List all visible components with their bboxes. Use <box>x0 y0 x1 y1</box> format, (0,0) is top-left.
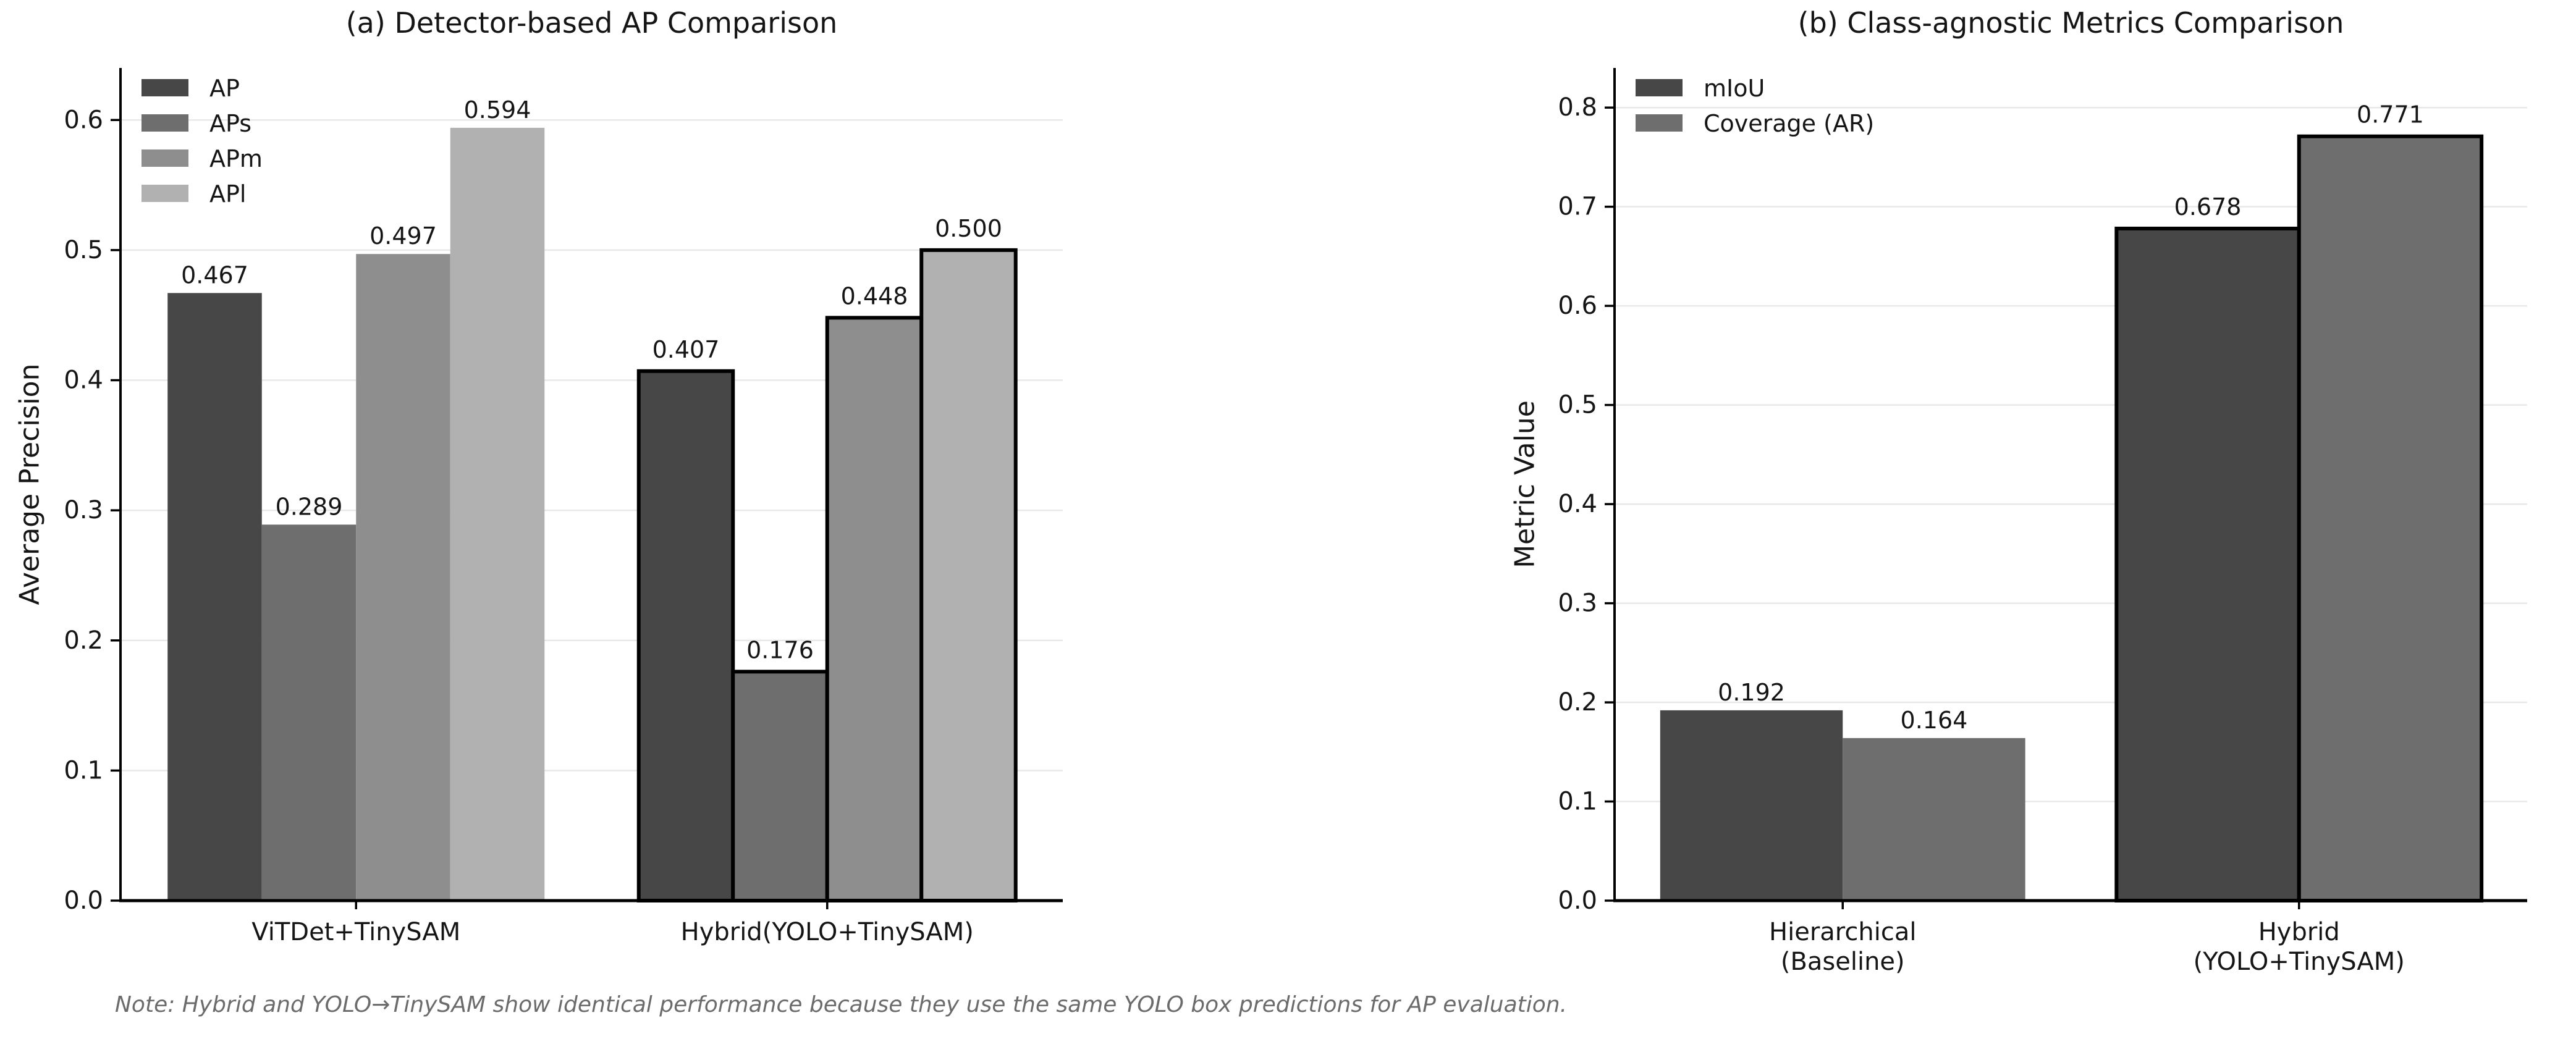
y-tick-label: 0.0 <box>64 886 103 915</box>
legend-label: APl <box>209 180 246 208</box>
bar-value-label: 0.467 <box>181 261 248 288</box>
x-tick-label: Hybrid(YOLO+TinySAM) <box>681 918 974 946</box>
bar-AP <box>167 293 262 901</box>
legend-label: APm <box>209 145 263 172</box>
bar-value-label: 0.500 <box>935 215 1002 242</box>
chart-b-group: 0.192 0.164 0.678 0.771 0.0 0.1 0.2 0.3 0.4 0.5 0.… <box>1558 68 2527 976</box>
bar-APl <box>919 248 1018 902</box>
legend-swatch-APm <box>141 149 188 167</box>
bar-value-label: 0.448 <box>841 282 908 309</box>
y-tick-label: 0.3 <box>1558 589 1597 618</box>
bar-value-label: 0.192 <box>1718 679 1785 706</box>
legend-swatch-Coverage (AR) <box>1636 114 1683 132</box>
y-tick-label: 0.1 <box>64 756 103 785</box>
bar-value-label: 0.771 <box>2357 101 2424 128</box>
bar-value-label: 0.176 <box>746 636 814 663</box>
y-tick-label: 0.6 <box>64 106 103 134</box>
x-tick-label: (Baseline) <box>1781 948 1905 976</box>
y-tick-label: 0.2 <box>64 626 103 655</box>
legend-swatch-AP <box>141 79 188 96</box>
x-tick-label: Hybrid <box>2258 918 2340 946</box>
y-tick-label: 0.8 <box>1558 93 1597 122</box>
y-tick-label: 0.6 <box>1558 292 1597 320</box>
chart-a-title: (a) Detector-based AP Comparison <box>345 6 838 40</box>
bar-mIoU <box>1660 710 1843 901</box>
legend-swatch-APs <box>141 114 188 132</box>
y-tick-label: 0.3 <box>64 496 103 524</box>
bar-value-label: 0.594 <box>464 96 531 124</box>
legend-swatch-mIoU <box>1636 79 1683 96</box>
y-tick-label: 0.5 <box>1558 391 1597 419</box>
x-tick-label: ViTDet+TinySAM <box>251 918 460 946</box>
bar-value-label: 0.407 <box>652 336 720 363</box>
y-tick-label: 0.7 <box>1558 193 1597 221</box>
bar-APl <box>450 127 545 901</box>
bar-value-label: 0.497 <box>370 222 437 250</box>
y-tick-label: 0.2 <box>1558 688 1597 717</box>
bar-Coverage (AR) <box>2297 134 2484 903</box>
legend-label: Coverage (AR) <box>1704 110 1874 137</box>
bar-APs <box>261 524 357 901</box>
bar-value-label: 0.164 <box>1901 707 1968 734</box>
legend-label: mIoU <box>1704 75 1765 102</box>
y-tick-label: 0.1 <box>1558 788 1597 816</box>
bar-mIoU <box>2114 226 2301 902</box>
bar-value-label: 0.678 <box>2174 193 2242 221</box>
bar-APm <box>356 254 450 901</box>
y-tick-label: 0.5 <box>64 236 103 264</box>
y-tick-label: 0.4 <box>1558 490 1597 518</box>
legend-label: AP <box>209 75 240 102</box>
bar-value-label: 0.289 <box>276 493 343 520</box>
bar-Coverage (AR) <box>1843 738 2025 901</box>
figure-note: Note: Hybrid and YOLO→TinySAM show ident… <box>115 992 1568 1017</box>
x-tick-label: (YOLO+TinySAM) <box>2194 948 2405 976</box>
legend-swatch-APl <box>141 185 188 202</box>
bar-APm <box>825 316 924 902</box>
chart-b-title: (b) Class-agnostic Metrics Comparison <box>1797 6 2344 40</box>
y-tick-label: 0.0 <box>1558 886 1597 915</box>
legend-label: APs <box>209 110 251 137</box>
y-tick-label: 0.4 <box>64 366 103 395</box>
bar-AP <box>636 369 735 902</box>
x-tick-label: Hierarchical <box>1769 918 1916 946</box>
chart-a-group: 0.467 0.289 0.497 0.594 0.407 0.176 0.448 0.500… <box>64 68 1063 946</box>
bar-APs <box>731 670 829 903</box>
